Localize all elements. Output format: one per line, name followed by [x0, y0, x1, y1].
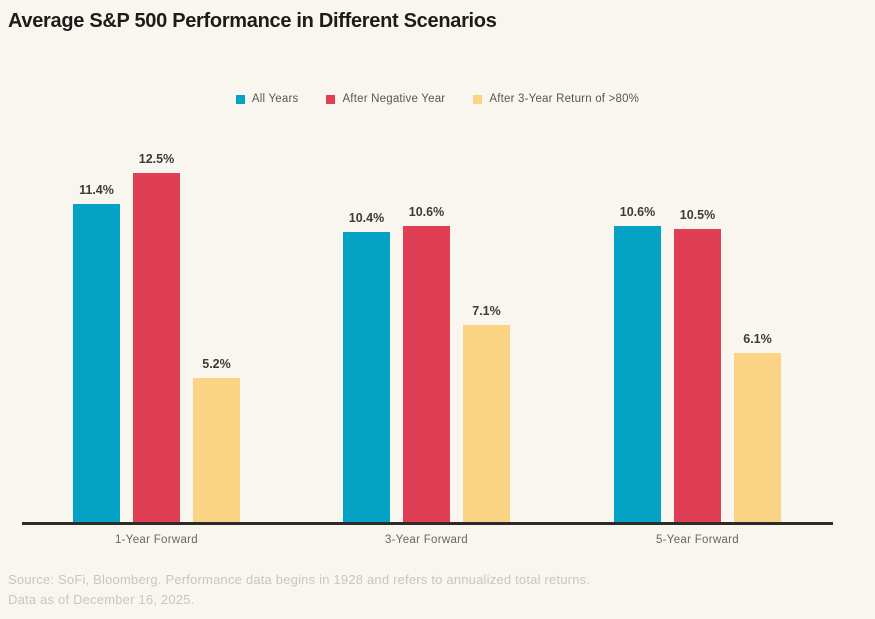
bar-with-label: 6.1% [734, 332, 781, 524]
legend-swatch-icon [473, 94, 483, 104]
legend-item: After 3-Year Return of >80% [473, 93, 639, 105]
bar [73, 203, 120, 524]
x-axis-line [22, 522, 833, 525]
bar-value-label: 10.5% [679, 207, 716, 222]
x-axis-label: 1-Year Forward [114, 534, 199, 546]
bar [193, 377, 240, 524]
legend-item: After Negative Year [326, 93, 445, 105]
x-axis-label: 3-Year Forward [384, 534, 469, 546]
bar-group: 11.4% 12.5% 5.2% [73, 152, 240, 524]
legend-swatch-icon [235, 94, 245, 104]
bar [614, 226, 661, 524]
bar [463, 324, 510, 524]
bar-value-label: 6.1% [743, 331, 772, 346]
legend-swatch-icon [326, 94, 336, 104]
bar-value-label: 10.4% [348, 210, 385, 225]
bar [403, 226, 450, 524]
bar-value-label: 12.5% [138, 151, 175, 166]
bar-with-label: 10.4% [343, 211, 390, 524]
bar-with-label: 10.6% [614, 205, 661, 524]
bar-value-label: 10.6% [408, 205, 445, 220]
bar-value-label: 10.6% [619, 205, 656, 220]
legend-item: All Years [235, 93, 299, 105]
bar-with-label: 10.6% [403, 205, 450, 524]
footer-note: Source: SoFi, Bloomberg. Performance dat… [8, 570, 590, 610]
data-date-note: Data as of December 16, 2025. [8, 592, 195, 607]
bar [343, 231, 390, 524]
bar-with-label: 12.5% [133, 152, 180, 524]
bar-with-label: 7.1% [463, 303, 510, 524]
bar-value-label: 7.1% [472, 303, 501, 318]
legend-label: After 3-Year Return of >80% [489, 93, 640, 105]
bar-chart: 11.4% 12.5% 5.2% 10.4% 10.6% 7.1% 10.6% 10.5% 6.… [73, 152, 781, 524]
bar-value-label: 5.2% [202, 356, 231, 371]
bar-group: 10.4% 10.6% 7.1% [343, 205, 510, 524]
x-axis-label: 5-Year Forward [655, 534, 740, 546]
legend-label: After Negative Year [342, 93, 446, 105]
bar [674, 228, 721, 524]
chart-title: Average S&P 500 Performance in Different… [8, 10, 497, 32]
legend: All Years After Negative Year After 3-Year… [0, 93, 875, 105]
bar-with-label: 11.4% [73, 183, 120, 524]
bar-value-label: 11.4% [79, 182, 114, 197]
bar-with-label: 5.2% [193, 357, 240, 524]
bar [133, 172, 180, 524]
source-note: Source: SoFi, Bloomberg. Performance dat… [8, 572, 591, 587]
bar-group: 10.6% 10.5% 6.1% [614, 205, 781, 524]
bar-with-label: 10.5% [674, 208, 721, 524]
bar [734, 352, 781, 524]
legend-label: All Years [251, 93, 299, 105]
